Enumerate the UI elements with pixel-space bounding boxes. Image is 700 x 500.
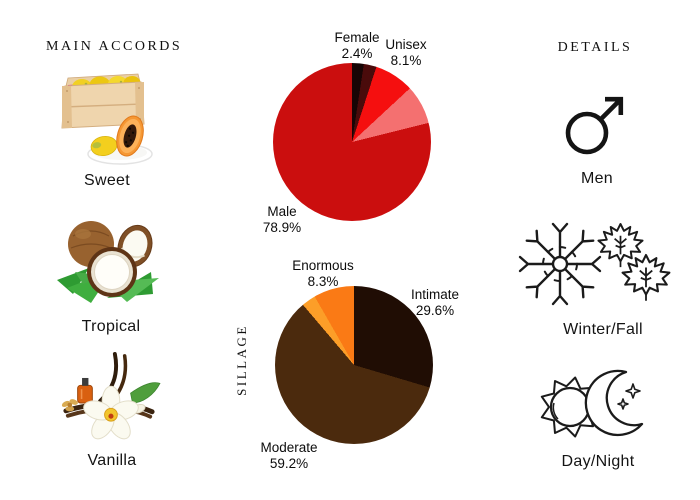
tropical-accord-image xyxy=(55,210,163,310)
men-detail-icon xyxy=(560,90,630,160)
vanilla-orchid-illustration xyxy=(61,352,161,440)
men-detail-label: Men xyxy=(580,170,614,187)
gender-pie-chart xyxy=(273,63,431,221)
slice-value: 59.2% xyxy=(269,456,309,471)
sillage-axis-label: SILLAGE xyxy=(234,324,249,396)
slice-name: Enormous xyxy=(292,258,354,273)
coconut-half-front xyxy=(87,247,137,297)
details-title: DETAILS xyxy=(557,40,633,55)
gender-label-male: Male 78.9% xyxy=(251,204,313,236)
sillage-pie-chart xyxy=(275,286,433,444)
slice-value: 8.1% xyxy=(390,53,422,68)
snowflake xyxy=(518,222,602,306)
sweet-accord-label: Sweet xyxy=(84,172,130,189)
main-accords-title: MAIN ACCORDS xyxy=(46,39,183,54)
slice-value: 2.4% xyxy=(341,46,373,61)
mars-symbol-icon xyxy=(565,96,624,155)
slice-name: Male xyxy=(267,204,297,219)
day-night-detail-label: Day/Night xyxy=(561,453,635,470)
papaya-half xyxy=(116,115,144,157)
dried-blossom xyxy=(61,399,78,412)
vanilla-accord-label: Vanilla xyxy=(87,452,137,469)
sun-moon-icon xyxy=(540,369,644,438)
snowflake-maple-leaves-icon xyxy=(518,222,671,306)
day-night-detail-icon xyxy=(520,362,662,442)
slice-value: 8.3% xyxy=(307,274,339,289)
crate-front xyxy=(61,81,145,129)
gender-label-unisex: Unisex 8.1% xyxy=(376,37,436,69)
slice-name: Moderate xyxy=(260,440,318,455)
sillage-label-enormous: Enormous 8.3% xyxy=(292,258,354,290)
orchid-flower xyxy=(83,385,139,440)
slice-value: 29.6% xyxy=(415,303,455,318)
gender-label-female: Female 2.4% xyxy=(327,30,387,62)
winter-fall-detail-icon xyxy=(512,219,674,311)
green-leaf xyxy=(130,382,161,404)
slice-value: 78.9% xyxy=(262,220,302,235)
star-sparkles xyxy=(617,383,641,410)
coconuts-illustration xyxy=(57,221,159,303)
vanilla-accord-image xyxy=(54,352,164,450)
sweet-accord-image xyxy=(58,62,166,170)
slice-name: Unisex xyxy=(385,37,427,52)
sun xyxy=(540,376,601,438)
crescent-moon xyxy=(584,369,644,437)
sillage-label-moderate: Moderate 59.2% xyxy=(258,440,320,472)
extract-bottle xyxy=(77,377,93,404)
winter-fall-detail-label: Winter/Fall xyxy=(563,321,643,338)
slice-name: Female xyxy=(334,30,380,45)
sillage-label-intimate: Intimate 29.6% xyxy=(404,287,466,319)
mango-papaya-crate-illustration xyxy=(61,73,153,165)
slice-name: Intimate xyxy=(410,287,460,302)
tropical-accord-label: Tropical xyxy=(81,318,141,335)
maple-leaves xyxy=(597,223,671,302)
